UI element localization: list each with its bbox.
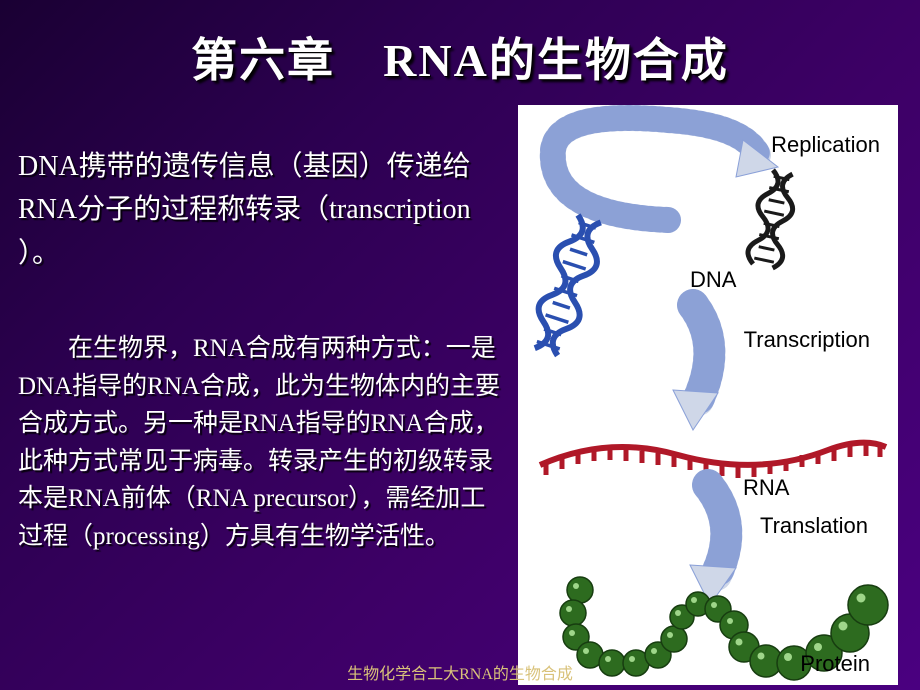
replication-arrow: [553, 118, 778, 220]
label-dna: DNA: [690, 267, 736, 293]
paragraph-2: 在生物界，RNA合成有两种方式：一是DNA指导的RNA合成，此为生物体内的主要合…: [18, 330, 508, 555]
label-rna: RNA: [743, 475, 789, 501]
central-dogma-diagram: Replication DNA Transcription RNA Transl…: [518, 105, 898, 685]
paragraph-1: DNA携带的遗传信息（基因）传递给RNA分子的过程称转录（transcripti…: [18, 145, 498, 275]
label-translation: Translation: [760, 513, 868, 539]
slide-footer: 生物化学合工大RNA的生物合成: [0, 660, 920, 684]
label-transcription: Transcription: [744, 327, 870, 353]
translation-arrow: [690, 485, 736, 605]
slide-title: 第六章 RNA的生物合成: [0, 24, 920, 90]
label-replication: Replication: [771, 132, 880, 158]
transcription-arrow: [673, 305, 718, 430]
